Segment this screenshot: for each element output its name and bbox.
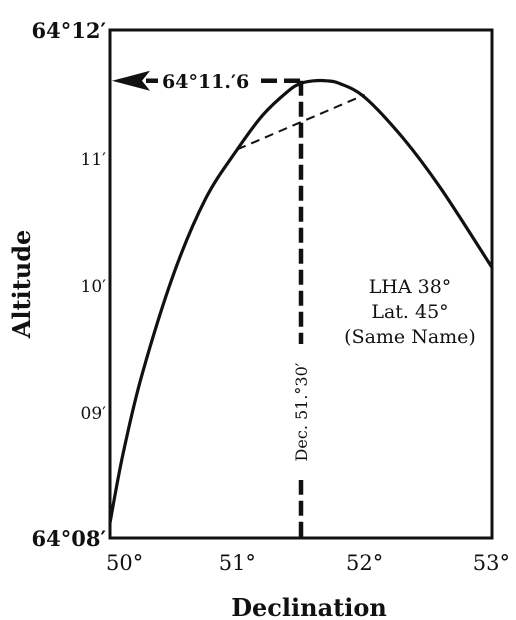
x-tick-label: 50°	[106, 551, 143, 575]
y-tick-label: 10′	[81, 277, 107, 297]
y-tick-label: 09′	[81, 404, 107, 424]
declination-marker-label: Dec. 51.°30′	[292, 362, 311, 461]
x-axis-title: Declination	[231, 593, 387, 620]
altitude-arrowhead	[112, 70, 150, 91]
x-tick-label: 51°	[219, 551, 256, 575]
y-tick-label: 64°12′	[32, 18, 107, 43]
y-tick-label: 64°08′	[32, 526, 107, 551]
altitude-label-bg	[158, 66, 256, 93]
altitude-curve	[108, 78, 494, 524]
y-axis-title: Altitude	[7, 230, 36, 340]
annotation-lat: Lat. 45°	[371, 301, 448, 323]
plot-frame	[108, 28, 494, 540]
altitude-readout-label: 64°11.′6	[162, 71, 249, 93]
interpolation-chord	[236, 93, 366, 151]
y-axis-ticks: 64°08′ 09′ 10′ 11′ 64°12′	[32, 18, 107, 551]
plot-marks	[108, 66, 494, 538]
x-tick-label: 52°	[346, 551, 383, 575]
x-tick-label: 53°	[473, 551, 510, 575]
declination-label-bg	[291, 344, 315, 480]
annotation-lha: LHA 38°	[369, 276, 452, 298]
annotation-same-name: (Same Name)	[344, 326, 476, 348]
x-axis-ticks: 50° 51° 52° 53°	[106, 551, 510, 575]
y-tick-label: 11′	[81, 150, 107, 170]
